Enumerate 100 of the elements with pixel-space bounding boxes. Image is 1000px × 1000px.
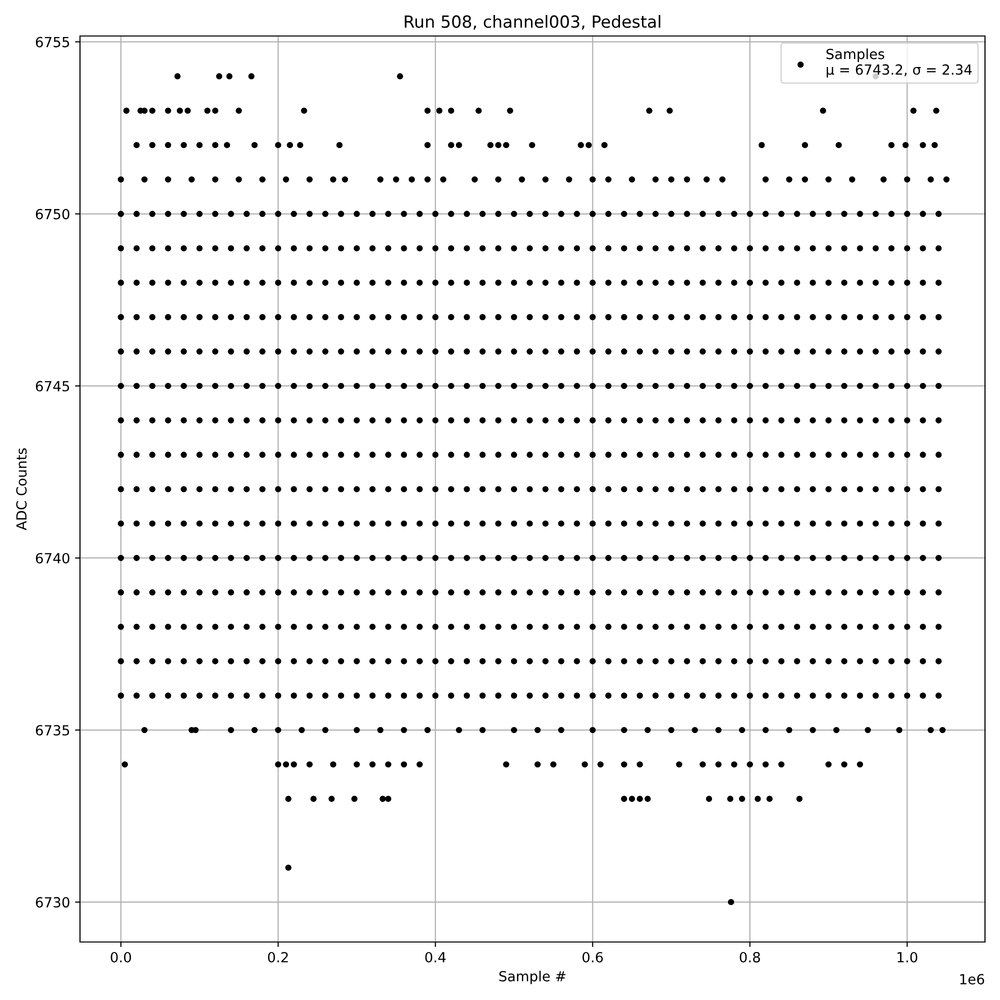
point <box>400 348 408 355</box>
point <box>118 658 124 664</box>
point <box>872 486 879 492</box>
point <box>196 280 203 286</box>
point <box>448 520 454 527</box>
point <box>322 486 328 492</box>
point <box>574 280 580 286</box>
point <box>149 624 156 630</box>
point <box>338 554 344 562</box>
point <box>825 245 832 252</box>
point <box>872 417 879 424</box>
point <box>275 554 282 562</box>
point <box>636 452 643 458</box>
point <box>558 348 564 355</box>
point <box>400 382 408 390</box>
point <box>479 658 486 664</box>
y-tick-label: 6745 <box>36 380 70 392</box>
point <box>684 658 690 664</box>
point <box>134 417 140 424</box>
point <box>228 452 234 458</box>
point <box>841 624 848 630</box>
point <box>118 348 124 355</box>
point <box>700 314 706 320</box>
point <box>920 452 926 458</box>
point <box>590 520 596 527</box>
point <box>841 554 848 562</box>
point <box>212 589 218 596</box>
point <box>259 382 266 390</box>
point <box>354 280 360 286</box>
point <box>354 486 360 492</box>
point <box>652 245 659 252</box>
point <box>464 589 470 596</box>
point <box>464 658 470 664</box>
point <box>432 245 438 252</box>
point <box>652 210 659 217</box>
point <box>479 624 486 630</box>
point <box>369 486 376 492</box>
point <box>810 692 816 699</box>
point <box>920 486 926 492</box>
point <box>385 348 392 355</box>
point <box>306 417 313 424</box>
point <box>542 624 549 630</box>
point <box>810 348 816 355</box>
point <box>510 210 518 217</box>
point <box>684 210 690 217</box>
point <box>794 658 800 664</box>
point <box>464 692 470 699</box>
point <box>762 589 769 596</box>
point <box>244 417 250 424</box>
point <box>149 280 156 286</box>
point <box>794 554 800 562</box>
point <box>479 348 486 355</box>
point <box>904 658 910 664</box>
point <box>134 452 140 458</box>
point <box>510 624 518 630</box>
point <box>118 417 124 424</box>
point <box>526 348 533 355</box>
point <box>904 486 910 492</box>
point <box>290 382 297 390</box>
point <box>448 245 454 252</box>
point <box>856 658 864 664</box>
point <box>621 245 628 252</box>
point <box>354 314 360 320</box>
point <box>936 348 942 355</box>
point <box>810 452 816 458</box>
point <box>526 658 533 664</box>
point <box>432 452 438 458</box>
point <box>778 486 784 492</box>
point <box>385 382 392 390</box>
point <box>574 314 580 320</box>
point <box>574 520 580 527</box>
point <box>652 554 659 562</box>
point <box>700 520 706 527</box>
point <box>400 624 408 630</box>
point <box>636 382 643 390</box>
point <box>290 245 297 252</box>
point <box>149 348 156 355</box>
point <box>684 589 690 596</box>
point <box>306 554 313 562</box>
point <box>920 280 926 286</box>
point <box>936 314 942 320</box>
point <box>762 417 769 424</box>
point <box>794 382 800 390</box>
point <box>196 348 203 355</box>
point <box>574 417 580 424</box>
point <box>479 280 486 286</box>
point <box>936 692 942 699</box>
point <box>904 245 910 252</box>
point <box>212 382 218 390</box>
point <box>526 382 533 390</box>
point <box>621 554 628 562</box>
point <box>416 314 423 320</box>
point <box>400 210 408 217</box>
point <box>605 452 612 458</box>
point <box>590 554 596 562</box>
point <box>841 314 848 320</box>
point <box>825 692 832 699</box>
point <box>164 382 172 390</box>
point <box>684 382 690 390</box>
point <box>354 692 360 699</box>
